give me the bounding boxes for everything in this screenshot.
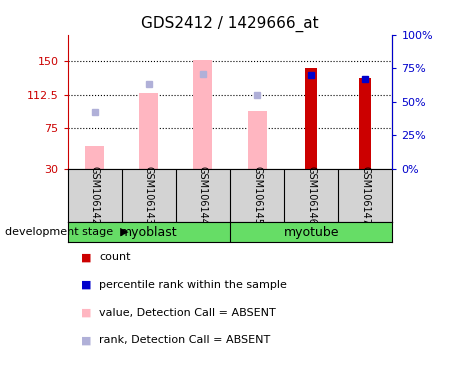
Text: ■: ■	[81, 308, 92, 318]
Text: ■: ■	[81, 280, 92, 290]
Text: GSM106142: GSM106142	[90, 166, 100, 225]
Text: ■: ■	[81, 335, 92, 345]
Title: GDS2412 / 1429666_at: GDS2412 / 1429666_at	[141, 16, 319, 32]
Bar	[139, 93, 158, 169]
Text: rank, Detection Call = ABSENT: rank, Detection Call = ABSENT	[99, 335, 271, 345]
Text: GSM106145: GSM106145	[252, 166, 262, 225]
Bar	[305, 68, 317, 169]
Text: ■: ■	[81, 252, 92, 262]
Text: GSM106147: GSM106147	[360, 166, 370, 225]
Bar	[193, 60, 212, 169]
Text: percentile rank within the sample: percentile rank within the sample	[99, 280, 287, 290]
Bar	[359, 78, 371, 169]
Text: myoblast: myoblast	[120, 226, 178, 239]
Text: myotube: myotube	[283, 226, 339, 239]
Text: development stage  ▶: development stage ▶	[5, 227, 128, 237]
Text: count: count	[99, 252, 131, 262]
Bar	[85, 146, 104, 169]
Bar	[248, 111, 267, 169]
Text: GSM106146: GSM106146	[306, 166, 316, 225]
Text: GSM106143: GSM106143	[144, 166, 154, 225]
Text: value, Detection Call = ABSENT: value, Detection Call = ABSENT	[99, 308, 276, 318]
Text: GSM106144: GSM106144	[198, 166, 208, 225]
